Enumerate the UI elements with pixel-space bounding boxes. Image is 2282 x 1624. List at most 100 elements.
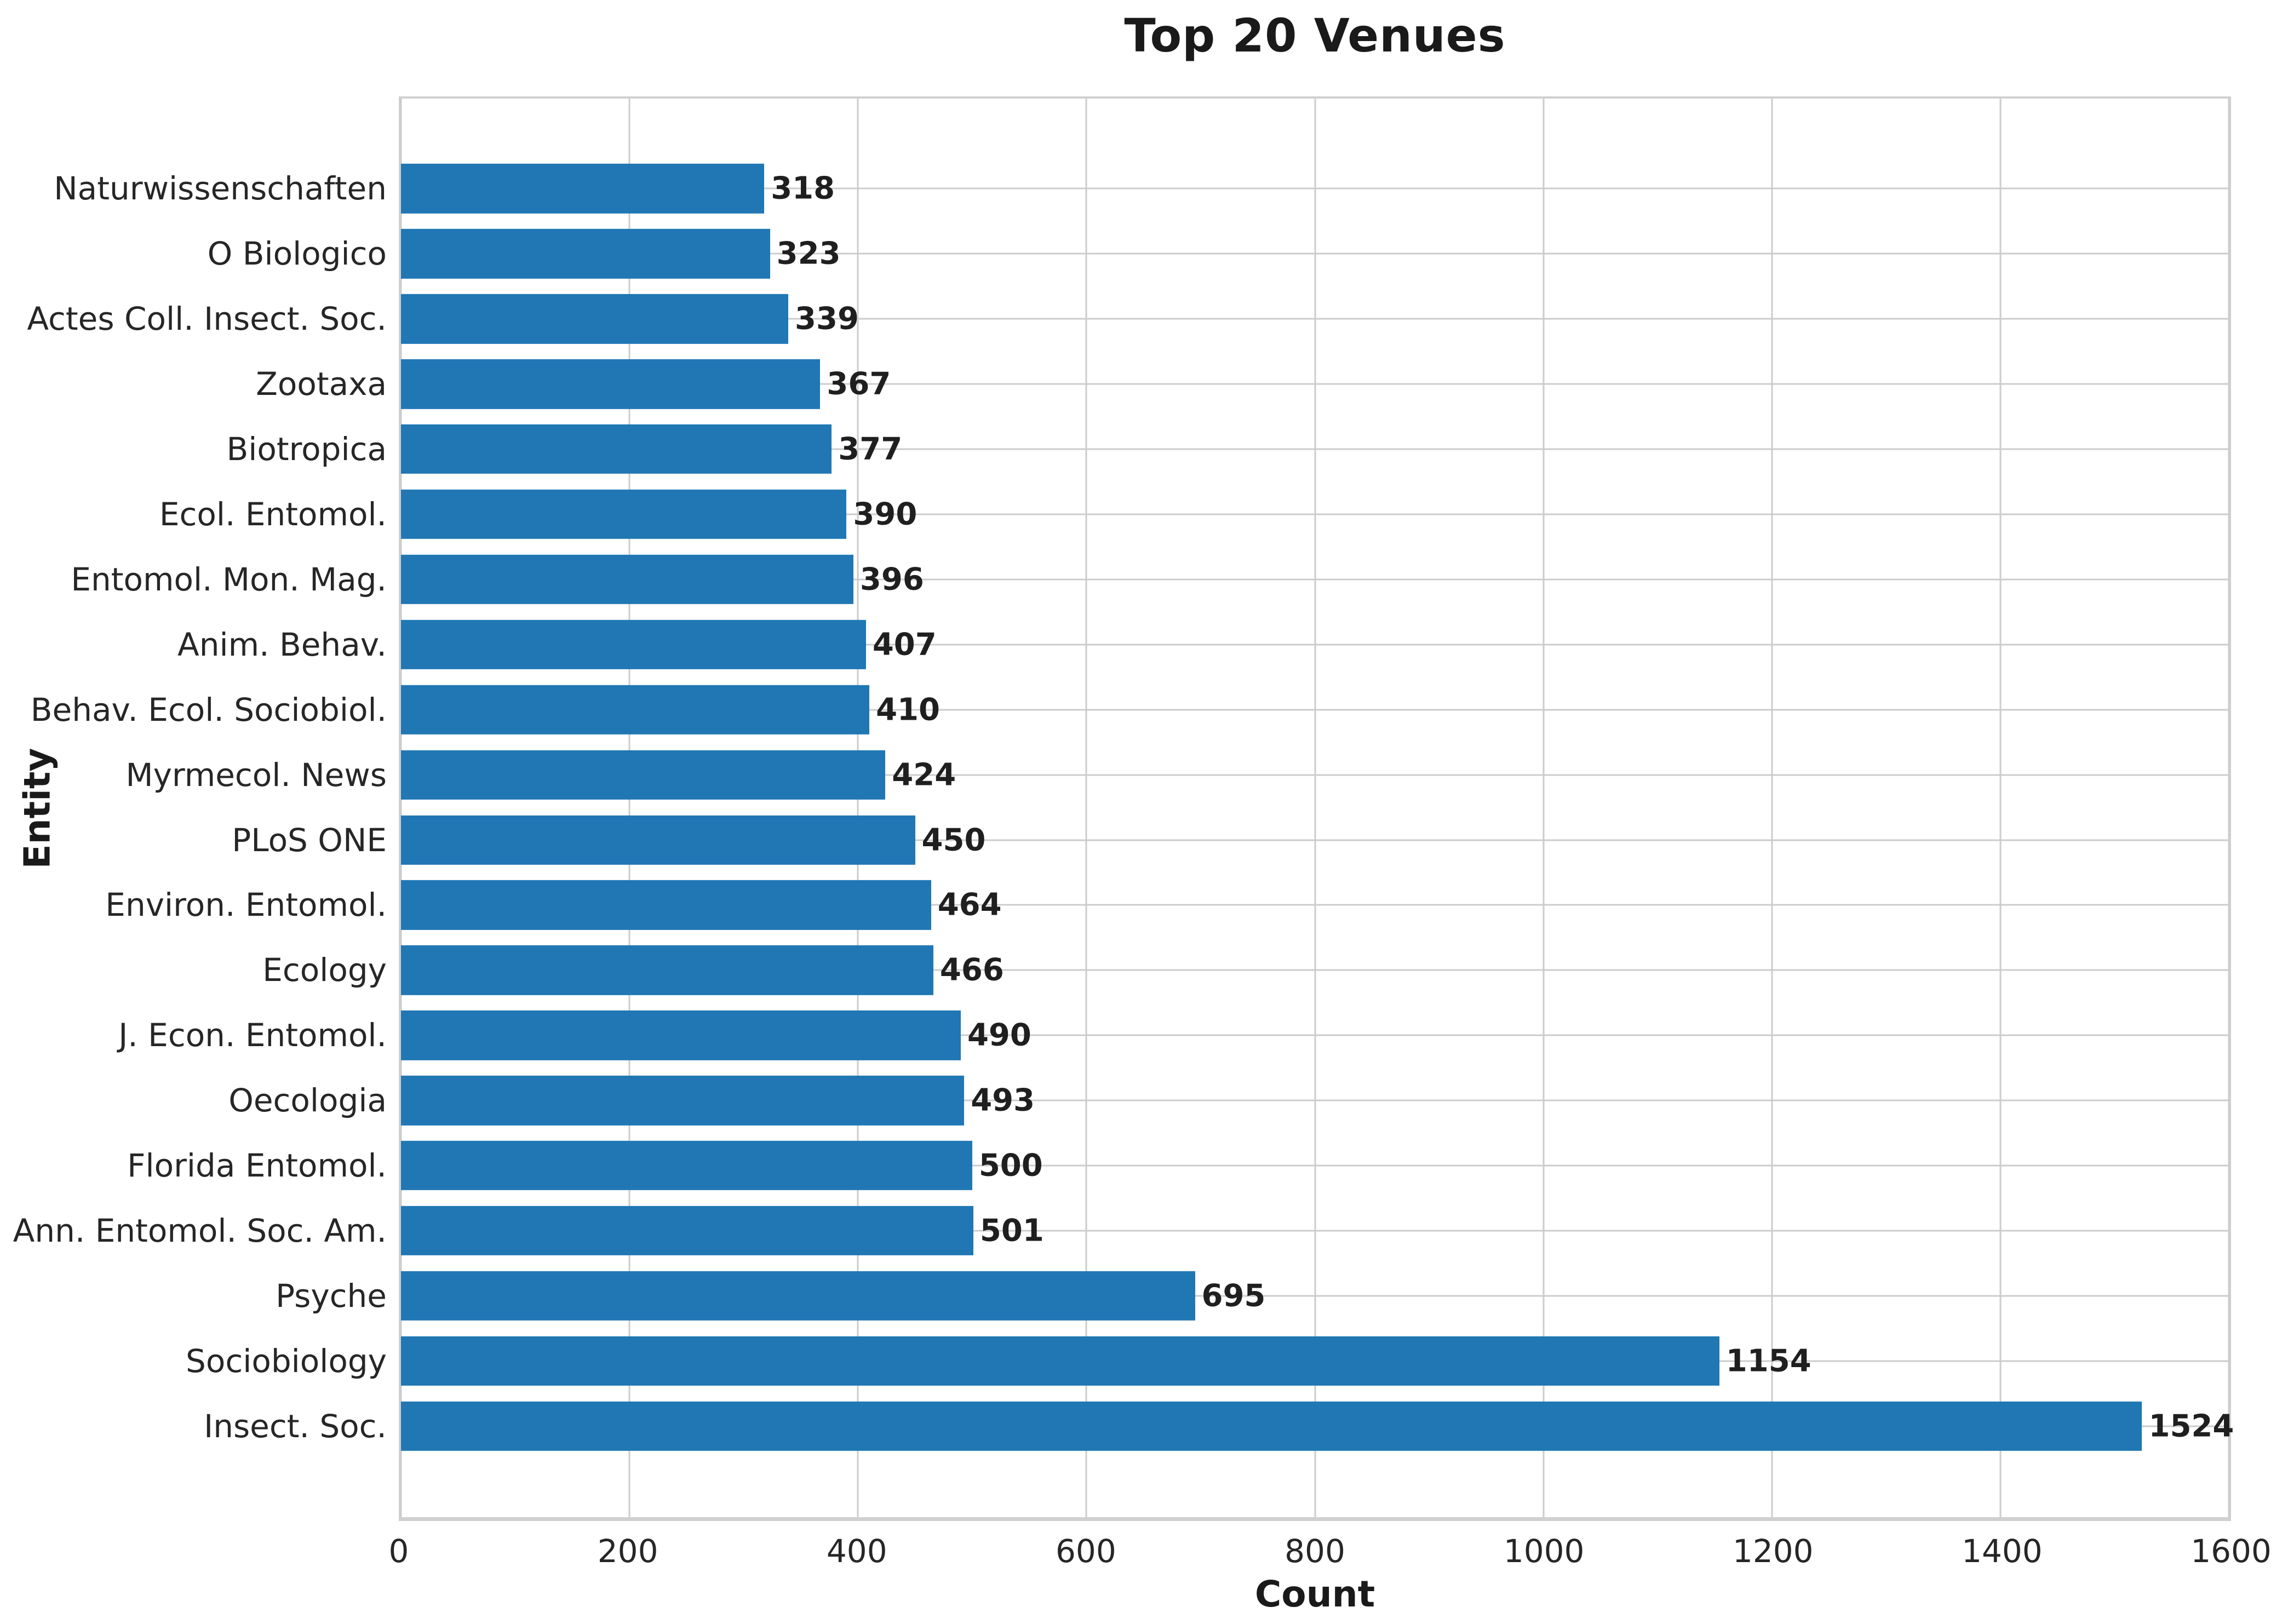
bar-row: Behav. Ecol. Sociobiol. 410 xyxy=(31,677,2229,742)
bar-value-label: 396 xyxy=(859,561,924,598)
bar xyxy=(401,1011,961,1060)
gridline-horizontal xyxy=(401,1295,2229,1297)
bar-row: J. Econ. Entomol. 490 xyxy=(118,1003,2229,1068)
bar xyxy=(401,554,853,605)
bar-value-label: 1154 xyxy=(1725,1343,1811,1379)
gridline-vertical xyxy=(1314,99,1316,1517)
bar-row: Ecology 466 xyxy=(262,938,2229,1003)
category-label: Ecol. Entomol. xyxy=(159,495,387,533)
gridline-horizontal xyxy=(401,513,2229,515)
bar xyxy=(401,750,886,800)
x-tick-label: 200 xyxy=(597,1533,658,1570)
gridline-vertical xyxy=(1771,99,1773,1517)
gridline-horizontal xyxy=(401,448,2229,450)
bar xyxy=(401,619,866,669)
x-tick-label: 800 xyxy=(1285,1533,1345,1570)
bar xyxy=(401,229,770,279)
category-label: J. Econ. Entomol. xyxy=(118,1017,387,1054)
bar-value-label: 424 xyxy=(892,757,956,793)
vertical-gridlines xyxy=(400,99,2230,1517)
gridline-vertical xyxy=(1085,99,1087,1517)
bar-value-label: 493 xyxy=(971,1082,1035,1118)
category-label: Biotropica xyxy=(226,431,387,468)
bar-value-label: 377 xyxy=(838,431,903,467)
bar-value-label: 390 xyxy=(853,496,918,532)
gridline-horizontal xyxy=(401,318,2229,320)
plot-area: Naturwissenschaften 318 O Biologico 323 Acte… xyxy=(13,96,2234,1521)
gridline-vertical xyxy=(857,99,859,1517)
bar-value-label: 318 xyxy=(771,170,835,206)
x-tick-label: 400 xyxy=(826,1533,887,1570)
bar-value-label: 500 xyxy=(978,1147,1043,1184)
bar-row: Sociobiology 1154 xyxy=(186,1328,2229,1393)
gridline-vertical xyxy=(1999,99,2002,1517)
gridline-horizontal xyxy=(401,774,2229,776)
gridline-horizontal xyxy=(401,253,2229,255)
x-tick-label: 1200 xyxy=(1732,1533,1814,1570)
category-label: Anim. Behav. xyxy=(177,626,387,663)
gridline-horizontal xyxy=(401,578,2229,581)
x-tick-label: 1400 xyxy=(1962,1533,2043,1570)
bar xyxy=(401,1336,1719,1386)
bar-row: Naturwissenschaften 318 xyxy=(54,156,2229,221)
x-axis-label: Count xyxy=(1254,1573,1375,1615)
bar xyxy=(401,685,870,734)
bar-row: PLoS ONE 450 xyxy=(232,807,2229,873)
bar xyxy=(401,1206,973,1256)
bar-value-label: 466 xyxy=(939,952,1004,988)
category-label: Zootaxa xyxy=(256,365,387,403)
bar-row: Environ. Entomol. 464 xyxy=(105,873,2229,938)
bar-value-label: 450 xyxy=(921,822,986,858)
bar-row: Insect. Soc. 1524 xyxy=(204,1393,2234,1459)
category-label: PLoS ONE xyxy=(232,821,387,859)
category-label: Entomol. Mon. Mag. xyxy=(71,560,387,598)
bar-value-label: 410 xyxy=(876,692,940,728)
gridline-horizontal xyxy=(401,839,2229,841)
category-label: Naturwissenschaften xyxy=(54,170,387,208)
category-label: Actes Coll. Insect. Soc. xyxy=(27,300,387,338)
bar-value-label: 501 xyxy=(979,1213,1044,1249)
bar xyxy=(401,1271,1195,1321)
bar xyxy=(401,880,931,930)
bar xyxy=(401,1075,965,1126)
gridline-vertical xyxy=(628,99,630,1517)
bar-row: Entomol. Mon. Mag. 396 xyxy=(71,547,2229,612)
bar xyxy=(401,164,765,214)
category-label: Environ. Entomol. xyxy=(105,886,387,924)
gridline-horizontal xyxy=(401,1230,2229,1232)
bar xyxy=(401,815,915,865)
category-label: Sociobiology xyxy=(186,1342,387,1380)
category-label: Psyche xyxy=(276,1277,387,1315)
category-label: Myrmecol. News xyxy=(125,756,387,794)
x-tick-label: 1000 xyxy=(1503,1533,1585,1570)
bar-value-label: 367 xyxy=(827,366,891,402)
bar xyxy=(401,1401,2142,1451)
category-label: Ecology xyxy=(262,951,387,989)
bar-row: Ecol. Entomol. 390 xyxy=(159,482,2229,547)
bar-row: Actes Coll. Insect. Soc. 339 xyxy=(27,286,2229,352)
bar xyxy=(401,489,847,540)
chart-title: Top 20 Venues xyxy=(1124,9,1506,62)
x-tick-label: 1600 xyxy=(2191,1533,2272,1570)
category-label: Behav. Ecol. Sociobiol. xyxy=(30,691,387,728)
gridline-horizontal xyxy=(401,904,2229,906)
bar-row: O Biologico 323 xyxy=(208,221,2229,286)
gridline-horizontal xyxy=(401,1034,2229,1036)
bar-rows: Naturwissenschaften 318 O Biologico 323 Acte… xyxy=(13,99,2234,1517)
x-tick-label: 0 xyxy=(388,1533,409,1570)
bar-row: Ann. Entomol. Soc. Am. 501 xyxy=(13,1198,2229,1264)
gridline-horizontal xyxy=(401,383,2229,385)
bar xyxy=(401,359,821,409)
bar-value-label: 695 xyxy=(1201,1278,1266,1314)
gridline-horizontal xyxy=(401,187,2229,190)
gridline-vertical xyxy=(400,99,402,1517)
bar xyxy=(401,1140,972,1191)
bar-value-label: 407 xyxy=(872,627,937,663)
bar-row: Psyche 695 xyxy=(276,1263,2229,1328)
y-axis-label: Entity xyxy=(16,748,59,869)
bar-row: Anim. Behav. 407 xyxy=(177,612,2229,677)
bar-row: Oecologia 493 xyxy=(228,1068,2229,1133)
bar-value-label: 464 xyxy=(937,887,1002,923)
category-label: Florida Entomol. xyxy=(127,1147,387,1185)
